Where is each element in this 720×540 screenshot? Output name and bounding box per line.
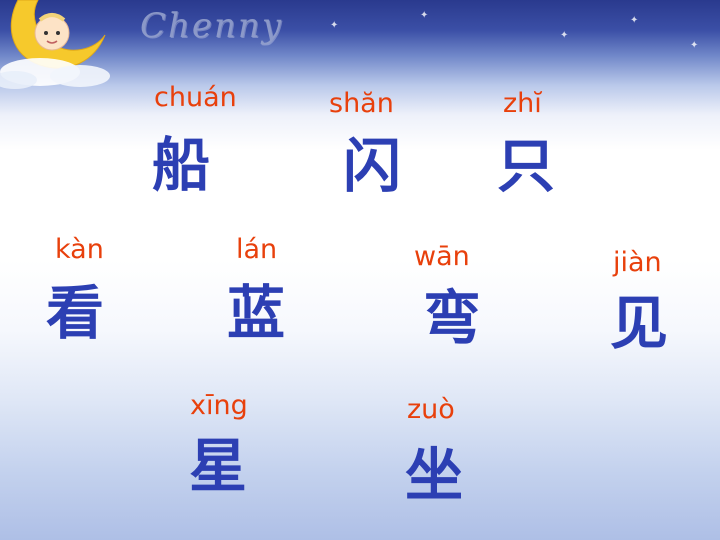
pinyin-xing: xīng	[190, 390, 248, 421]
moon-baby-illustration	[0, 0, 110, 89]
hanzi-kan: 看	[46, 279, 105, 347]
star-icon: ✦	[420, 10, 429, 21]
pinyin-zuo: zuò	[407, 394, 455, 425]
pinyin-kan: kàn	[55, 234, 104, 265]
star-icon: ✦	[560, 30, 569, 41]
brand-watermark: Chenny	[140, 6, 284, 46]
hanzi-xing: 星	[189, 432, 248, 500]
hanzi-shan: 闪	[343, 132, 402, 200]
pinyin-chuan: chuán	[154, 82, 237, 113]
hanzi-lan: 蓝	[227, 279, 286, 347]
pinyin-shan: shăn	[329, 88, 394, 119]
pinyin-zhi: zhĭ	[503, 88, 542, 119]
pinyin-wan: wān	[414, 241, 470, 272]
hanzi-zhi: 只	[497, 132, 556, 200]
star-icon: ✦	[630, 15, 639, 26]
pinyin-jian: jiàn	[613, 247, 662, 278]
star-icon: ✦	[690, 40, 699, 51]
hanzi-chuan: 船	[152, 131, 211, 199]
star-icon: ✦	[330, 20, 339, 31]
hanzi-wan: 弯	[423, 284, 482, 352]
hanzi-zuo: 坐	[405, 441, 464, 509]
hanzi-jian: 见	[610, 289, 669, 357]
pinyin-lan: lán	[236, 234, 278, 265]
